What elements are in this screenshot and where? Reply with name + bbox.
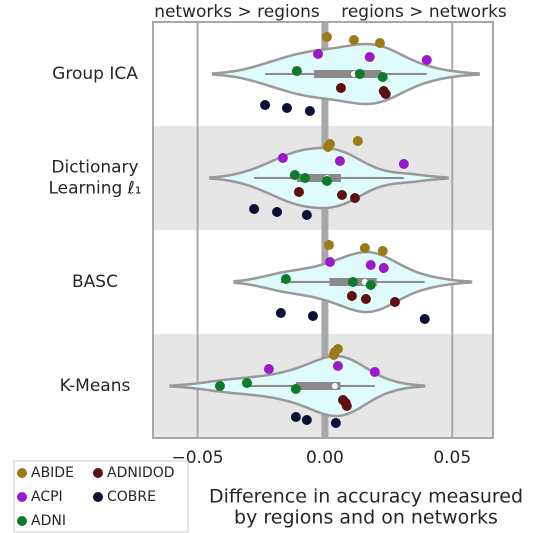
legend-marker xyxy=(93,492,103,502)
point xyxy=(321,176,332,186)
point xyxy=(421,55,432,65)
point xyxy=(272,207,283,217)
point xyxy=(369,367,380,377)
point xyxy=(332,361,343,371)
point xyxy=(377,246,388,256)
point xyxy=(419,314,430,324)
point xyxy=(289,170,300,180)
legend-label: ADNIDOD xyxy=(107,465,175,481)
point xyxy=(328,350,339,360)
point xyxy=(293,187,304,197)
point xyxy=(277,153,288,163)
legend-marker xyxy=(17,492,27,502)
plot-frame xyxy=(152,21,494,439)
point xyxy=(359,243,370,253)
point xyxy=(290,384,301,394)
point xyxy=(336,190,347,200)
point xyxy=(347,277,358,287)
point xyxy=(334,156,345,166)
point xyxy=(291,66,302,76)
y-tick-label: K-Means xyxy=(60,376,131,396)
y-tick-label: Group ICA xyxy=(52,64,138,84)
point xyxy=(341,401,352,411)
point xyxy=(300,173,311,183)
point xyxy=(263,364,274,374)
point xyxy=(352,136,363,146)
point xyxy=(241,378,252,388)
legend-label: COBRE xyxy=(107,489,156,505)
point xyxy=(249,204,260,214)
median xyxy=(331,383,338,389)
point xyxy=(398,159,409,169)
point xyxy=(389,297,400,307)
legend-label: ACPI xyxy=(31,489,63,505)
legend-marker xyxy=(17,468,27,478)
point xyxy=(214,381,225,391)
x-axis-label: Difference in accuracy measured by region… xyxy=(209,485,523,528)
point xyxy=(365,260,376,270)
point xyxy=(304,106,315,116)
point xyxy=(348,35,359,45)
point xyxy=(354,69,365,79)
point xyxy=(290,412,301,422)
legend-label: ADNI xyxy=(31,513,66,529)
point xyxy=(281,103,292,113)
point xyxy=(322,142,333,152)
point xyxy=(321,32,332,42)
point xyxy=(380,89,391,99)
point xyxy=(323,240,334,250)
legend-marker xyxy=(17,516,27,526)
annotation: networks > regions xyxy=(154,2,320,22)
x-tick-label: 0.05 xyxy=(433,448,471,468)
point xyxy=(301,415,312,425)
point xyxy=(374,38,385,48)
point xyxy=(301,210,312,220)
legend-label: ABIDE xyxy=(31,465,74,481)
point xyxy=(275,308,286,318)
point xyxy=(364,52,375,62)
y-tick-label: BASC xyxy=(72,272,118,292)
point xyxy=(349,193,360,203)
point xyxy=(346,291,357,301)
point xyxy=(377,72,388,82)
point xyxy=(313,49,324,59)
y-tick-label: Dictionary Learning ℓ₁ xyxy=(48,158,141,199)
point xyxy=(335,83,346,93)
point xyxy=(325,257,336,267)
point xyxy=(378,263,389,273)
point xyxy=(307,311,318,321)
point xyxy=(365,280,376,290)
point xyxy=(260,100,271,110)
annotation: regions > networks xyxy=(341,2,507,22)
x-tick-label: 0.00 xyxy=(306,448,344,468)
point xyxy=(280,274,291,284)
point xyxy=(330,418,341,428)
point xyxy=(360,294,371,304)
legend-marker xyxy=(93,468,103,478)
